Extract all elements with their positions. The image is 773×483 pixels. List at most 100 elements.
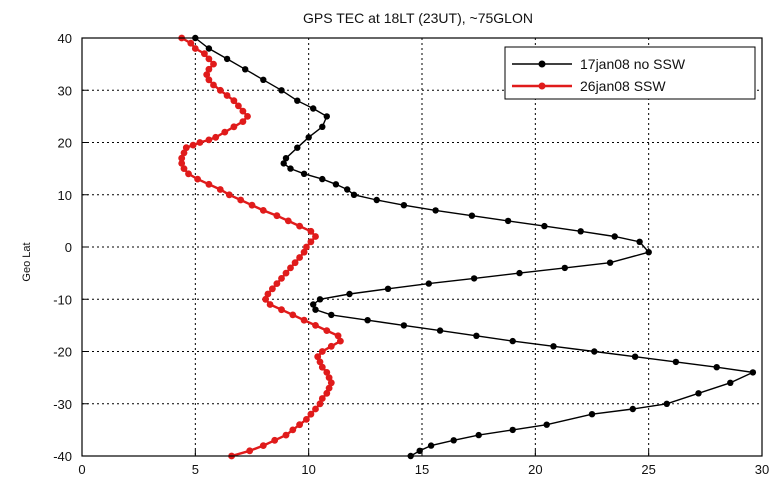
data-point xyxy=(191,45,199,52)
data-point xyxy=(205,76,213,84)
data-point xyxy=(344,186,351,193)
data-point xyxy=(203,71,211,78)
data-point xyxy=(319,175,326,183)
data-point xyxy=(194,175,202,183)
data-point xyxy=(205,55,213,63)
data-point xyxy=(384,285,392,292)
data-point xyxy=(189,141,197,149)
data-point xyxy=(373,196,380,204)
data-point xyxy=(450,437,457,444)
data-point xyxy=(291,259,299,267)
legend-marker-series-2 xyxy=(538,82,546,90)
series-1 xyxy=(192,34,757,460)
data-point xyxy=(259,207,267,214)
data-point xyxy=(230,123,238,131)
data-point xyxy=(242,66,249,73)
data-point xyxy=(606,259,614,266)
data-point xyxy=(303,416,310,423)
data-point xyxy=(470,275,478,282)
data-point xyxy=(230,97,238,105)
data-point xyxy=(325,384,333,392)
data-point xyxy=(187,39,195,47)
data-point xyxy=(201,50,208,58)
data-point xyxy=(273,212,281,220)
data-point xyxy=(318,395,326,402)
data-point xyxy=(645,249,652,256)
y-tick-label: 0 xyxy=(65,240,72,255)
y-tick-label: -30 xyxy=(53,397,72,412)
data-point xyxy=(223,55,231,63)
x-axis-ticks: 0 5 10 15 20 25 30 xyxy=(78,450,769,477)
data-point xyxy=(427,442,435,449)
data-point xyxy=(278,306,285,314)
data-point xyxy=(216,86,224,94)
data-point xyxy=(312,405,319,413)
data-point xyxy=(178,160,186,167)
data-point xyxy=(543,421,550,428)
y-tick-label: 20 xyxy=(58,136,72,151)
data-point xyxy=(473,332,480,339)
data-point xyxy=(328,311,335,319)
data-point xyxy=(314,353,322,361)
data-point xyxy=(300,170,308,177)
data-point xyxy=(416,447,423,454)
data-point xyxy=(205,136,213,144)
data-point xyxy=(289,426,297,434)
data-point xyxy=(588,411,596,418)
data-point xyxy=(323,327,331,334)
data-point xyxy=(210,60,217,68)
data-point xyxy=(225,191,233,199)
data-point xyxy=(713,364,720,371)
data-point xyxy=(468,212,476,219)
y-tick-label: -20 xyxy=(53,345,72,360)
x-tick-label: 15 xyxy=(415,462,429,477)
data-point xyxy=(400,202,408,209)
data-point xyxy=(307,227,315,235)
data-point xyxy=(337,337,344,345)
data-point xyxy=(278,87,285,94)
data-point xyxy=(180,165,188,173)
data-point xyxy=(205,45,213,52)
data-point xyxy=(223,92,231,99)
data-point xyxy=(180,149,188,157)
data-point xyxy=(727,379,734,386)
data-point xyxy=(303,243,310,251)
x-tick-label: 0 xyxy=(78,462,85,477)
data-point xyxy=(282,269,290,277)
data-point xyxy=(509,337,516,345)
data-point xyxy=(310,301,317,308)
data-point xyxy=(327,342,335,350)
data-point xyxy=(205,180,213,188)
data-point xyxy=(296,421,303,429)
data-point xyxy=(178,154,186,162)
data-point xyxy=(316,358,324,366)
data-point xyxy=(205,65,213,73)
grid-lines xyxy=(82,38,762,456)
data-point xyxy=(266,301,274,308)
x-tick-label: 30 xyxy=(755,462,769,477)
data-point xyxy=(695,390,702,397)
data-point xyxy=(246,447,254,455)
data-point xyxy=(577,228,584,235)
y-tick-label: -10 xyxy=(53,292,72,307)
data-point xyxy=(312,322,319,329)
series-layer xyxy=(178,34,757,460)
data-point xyxy=(364,317,371,324)
data-point xyxy=(210,81,217,89)
chart-title: GPS TEC at 18LT (23UT), ~75GLON xyxy=(303,10,533,26)
series-line-1 xyxy=(194,37,756,457)
data-point xyxy=(636,238,643,245)
data-point xyxy=(287,264,294,272)
data-point xyxy=(323,389,331,397)
data-point xyxy=(307,410,315,418)
data-point xyxy=(591,348,598,355)
data-point xyxy=(269,285,276,293)
x-tick-label: 20 xyxy=(528,462,542,477)
data-point xyxy=(278,275,285,282)
data-point xyxy=(235,102,242,110)
legend-box xyxy=(504,46,756,100)
data-point xyxy=(504,217,512,225)
y-axis-ticks: -40 -30 -20 -10 0 10 20 30 40 xyxy=(53,31,88,464)
data-point xyxy=(273,280,281,287)
legend: 17jan08 no SSW 26jan08 SSW xyxy=(504,46,756,100)
